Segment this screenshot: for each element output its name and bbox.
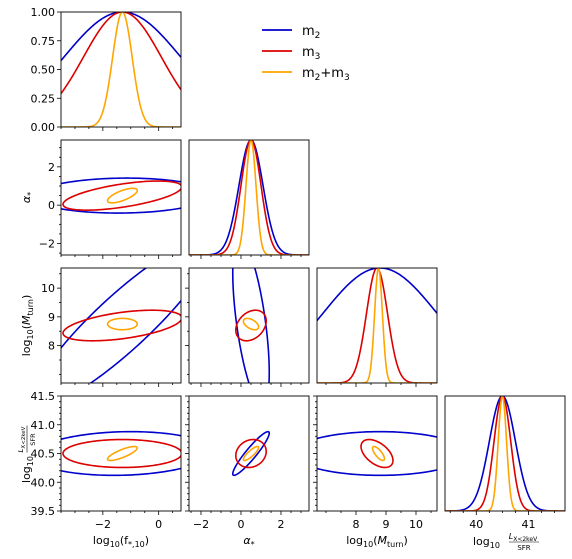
x-tick-label: 9: [383, 518, 390, 531]
svg-text:log10(Mturn): log10(Mturn): [20, 295, 35, 357]
y-tick-label: 41.0: [31, 419, 56, 432]
contour-mturn-lx-m2: [317, 430, 437, 477]
contour-alpha-mturn-m2+m3: [242, 317, 260, 331]
y-tick-label: 0.50: [31, 64, 56, 77]
y-tick-label: 0: [48, 199, 55, 212]
panel-frame: [60, 139, 182, 256]
panel-lx-mturn: [316, 395, 438, 512]
panel-frame: [188, 139, 310, 256]
contour-alpha-lx-m2+m3: [242, 445, 260, 462]
legend-label-m2: m2: [302, 24, 320, 41]
panel-lx-lx: [444, 395, 566, 512]
x-tick-label: −2: [193, 518, 209, 531]
x-tick-label: 0: [238, 518, 245, 531]
contour-fstar-alpha-m2+m3: [106, 187, 139, 204]
panel-frame: [60, 267, 182, 384]
y-tick-label: 2: [48, 161, 55, 174]
y-tick-label: 40.5: [31, 448, 56, 461]
x-tick-label: 10: [409, 518, 423, 531]
contour-fstar-lx-m2: [61, 430, 181, 477]
contour-fstar-mturn-m2: [61, 268, 181, 383]
panel-frame: [316, 267, 438, 384]
y-tick-label: 8: [48, 340, 55, 353]
marginal-mturn-m2+m3: [317, 268, 437, 383]
y-tick-label: 0.75: [31, 35, 56, 48]
legend-label-m2+m3: m2+m3: [302, 66, 350, 83]
marginal-fstar-m3: [61, 12, 181, 95]
marginal-alpha-m3: [189, 140, 309, 255]
panel-frame: [188, 267, 310, 384]
x-axis-label-fstar: log10(f*,10): [93, 534, 149, 549]
contour-alpha-mturn-m2: [231, 268, 271, 383]
x-tick-label: 2: [278, 518, 285, 531]
panel-mturn-mturn: [316, 267, 438, 384]
contour-fstar-alpha-m2: [61, 177, 181, 214]
marginal-lx-m2+m3: [445, 396, 565, 511]
contour-fstar-lx-m3: [62, 438, 181, 469]
panel-alpha-fstar: [60, 139, 182, 256]
contour-alpha-lx-m2: [231, 430, 271, 477]
x-axis-label-mturn: log10(Mturn): [346, 534, 408, 549]
contour-mturn-lx-m2+m3: [371, 445, 386, 462]
y-tick-label: 39.5: [31, 505, 56, 518]
y-tick-label: 40.0: [31, 476, 56, 489]
svg-text:LX<2keV: LX<2keV: [509, 532, 538, 543]
contour-mturn-lx-m3: [360, 438, 394, 469]
y-axis-label-mturn: log10(Mturn): [20, 295, 35, 357]
y-axis-label-lx: log10 LX<2keV SFR: [17, 425, 37, 483]
panel-alpha-alpha: [188, 139, 310, 256]
svg-text:SFR: SFR: [517, 544, 530, 552]
marginal-fstar-m2+m3: [61, 12, 181, 127]
svg-text:SFR: SFR: [29, 433, 37, 446]
legend-label-m3: m3: [302, 45, 320, 62]
contour-fstar-lx-m2+m3: [106, 445, 139, 462]
y-tick-label: 9: [48, 311, 55, 324]
svg-text:LX<2keV: LX<2keV: [17, 426, 27, 452]
panel-frame: [60, 395, 182, 512]
panel-frame: [188, 395, 310, 512]
marginal-fstar-m2: [61, 12, 181, 62]
x-tick-label: 8: [353, 518, 360, 531]
panel-frame: [60, 11, 182, 128]
panel-mturn-fstar: [60, 267, 182, 384]
marginal-alpha-m2: [189, 140, 309, 255]
y-axis-label-alpha: α*: [20, 192, 35, 203]
contour-alpha-lx-m3: [235, 438, 267, 469]
svg-text:log10: log10: [473, 535, 500, 550]
x-tick-label: −2: [95, 518, 111, 531]
y-tick-label: 0.25: [31, 92, 56, 105]
contour-fstar-alpha-m3: [62, 180, 181, 211]
panel-frame: [316, 395, 438, 512]
legend: m2 m3 m2+m3: [262, 24, 350, 83]
panel-fstar-fstar: [60, 11, 182, 128]
x-axis-label-alpha: α*: [243, 534, 254, 549]
x-tick-label: 40: [469, 518, 483, 531]
y-tick-label: −2: [39, 238, 55, 251]
y-tick-label: 41.5: [31, 390, 56, 403]
marginal-alpha-m2+m3: [189, 140, 309, 255]
y-tick-label: 0.00: [31, 121, 56, 134]
contour-fstar-mturn-m2+m3: [106, 317, 139, 331]
x-tick-label: 41: [521, 518, 535, 531]
y-tick-label: 1.00: [31, 6, 56, 19]
svg-text:α*: α*: [20, 192, 35, 203]
contour-fstar-mturn-m3: [62, 309, 181, 342]
panel-frame: [444, 395, 566, 512]
contour-alpha-mturn-m3: [235, 309, 267, 342]
panel-mturn-alpha: [188, 267, 310, 384]
svg-text:log10: log10: [20, 456, 35, 483]
x-tick-label: 0: [155, 518, 162, 531]
panel-lx-alpha: [188, 395, 310, 512]
y-tick-label: 10: [41, 282, 55, 295]
